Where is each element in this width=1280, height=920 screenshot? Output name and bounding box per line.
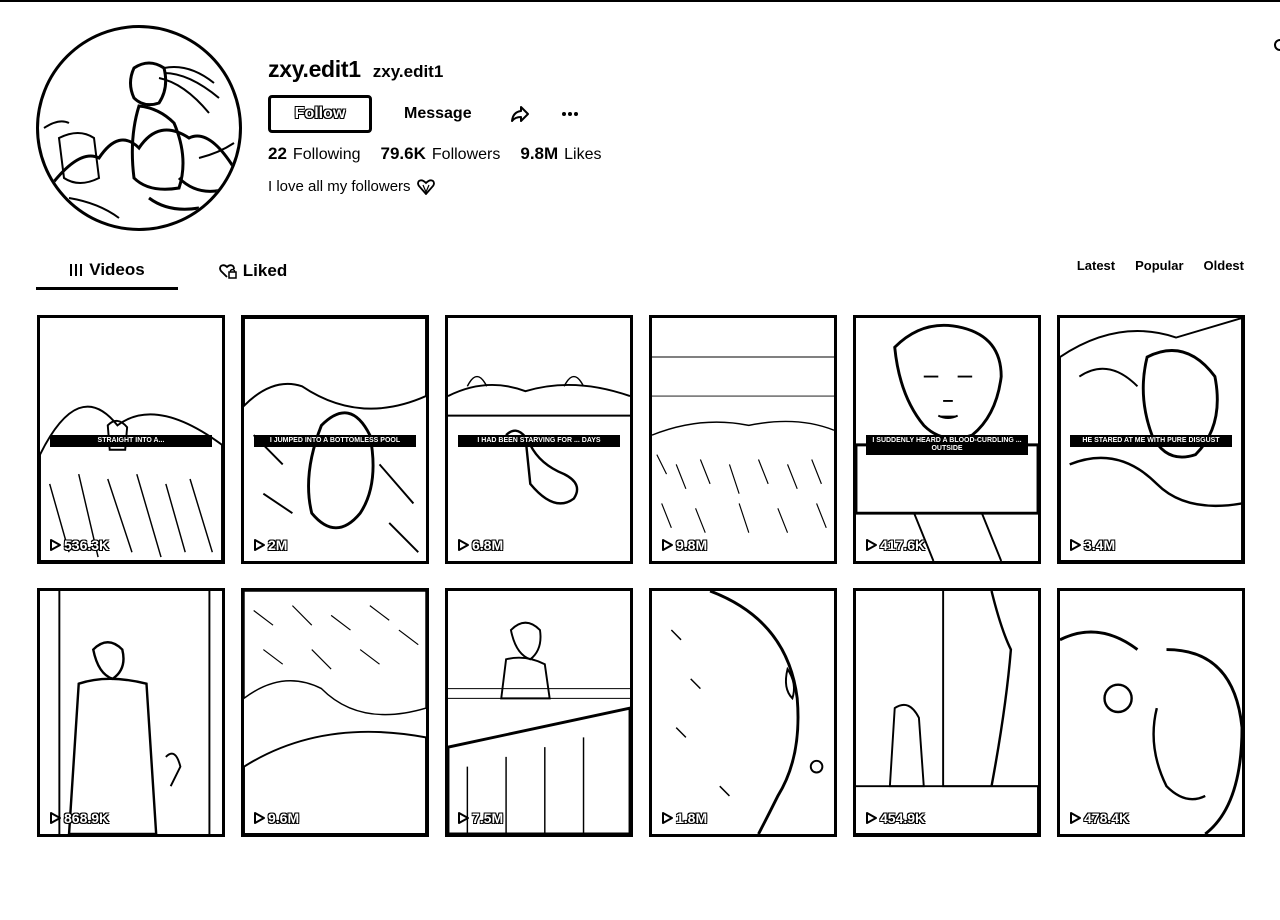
video-card[interactable]: I JUMPED INTO A BOTTOMLESS POOL 2M: [241, 315, 429, 564]
video-thumbnail: [244, 318, 426, 553]
profile-bio: I love all my followers: [268, 178, 435, 195]
play-icon: [1070, 539, 1081, 551]
video-caption: HE STARED AT ME WITH PURE DISGUST: [1070, 434, 1232, 448]
video-thumbnail: [448, 621, 630, 834]
more-icon: [561, 112, 578, 116]
following-count: 22: [268, 144, 287, 163]
sort-popular[interactable]: Popular: [1135, 258, 1184, 273]
video-view-count: 454.9K: [880, 810, 926, 826]
play-icon: [50, 539, 61, 551]
video-grid: STRAIGHT INTO A... 536.3K I JUMPED INTO A …: [37, 315, 1247, 837]
video-views: 417.6K: [864, 537, 925, 553]
tab-videos-label: Videos: [89, 259, 145, 279]
video-view-count: 2M: [268, 537, 288, 553]
followers-count: 79.6K: [380, 144, 426, 163]
video-views: 9.6M: [252, 810, 299, 826]
video-thumbnail: [448, 375, 630, 505]
video-views: 1.8M: [660, 810, 707, 826]
play-icon: [866, 812, 877, 824]
video-caption: I SUDDENLY HEARD A BLOOD-CURDLING ... OU…: [866, 434, 1028, 456]
following-label: Following: [292, 146, 361, 163]
following-stat[interactable]: 22 Following: [268, 144, 361, 164]
video-view-count: 6.8M: [472, 537, 504, 553]
play-icon: [254, 539, 265, 551]
follow-button[interactable]: Follow: [268, 95, 372, 133]
video-views: 536.3K: [48, 537, 109, 553]
video-card[interactable]: STRAIGHT INTO A... 536.3K: [37, 315, 225, 564]
play-icon: [50, 812, 61, 824]
video-caption: I HAD BEEN STARVING FOR ... DAYS: [458, 434, 620, 448]
video-view-count: 9.8M: [676, 537, 708, 553]
video-views: 868.9K: [48, 810, 109, 826]
video-caption: I JUMPED INTO A BOTTOMLESS POOL: [254, 434, 416, 448]
video-card[interactable]: I SUDDENLY HEARD A BLOOD-CURDLING ... OU…: [853, 315, 1041, 564]
video-view-count: 9.6M: [268, 810, 300, 826]
heart-lock-icon: [218, 264, 237, 279]
video-views: 7.5M: [456, 810, 503, 826]
profile-username: zxy.edit1: [268, 56, 361, 82]
tab-videos[interactable]: Videos: [36, 252, 178, 290]
sort-options: Latest Popular Oldest: [1077, 258, 1244, 273]
video-view-count: 536.3K: [64, 537, 110, 553]
sort-oldest[interactable]: Oldest: [1203, 258, 1244, 273]
likes-stat: 9.8M Likes: [520, 144, 601, 164]
tab-liked-label: Liked: [242, 261, 288, 280]
video-view-count: 417.6K: [880, 537, 926, 553]
video-thumbnail: [58, 591, 211, 834]
message-button[interactable]: Message: [392, 95, 484, 133]
grid-icon: [70, 263, 83, 276]
avatar: [36, 25, 242, 231]
video-thumbnail: [670, 591, 824, 834]
video-view-count: 1.8M: [676, 810, 708, 826]
video-thumbnail: [652, 356, 834, 533]
video-card[interactable]: 9.6M: [241, 588, 429, 837]
video-view-count: 868.9K: [64, 810, 110, 826]
likes-label: Likes: [564, 146, 602, 163]
video-card[interactable]: I HAD BEEN STARVING FOR ... DAYS 6.8M: [445, 315, 633, 564]
play-icon: [254, 812, 265, 824]
video-caption: STRAIGHT INTO A...: [50, 434, 212, 448]
share-icon: [510, 106, 529, 122]
video-views: 2M: [252, 537, 287, 553]
tab-liked[interactable]: Liked: [182, 252, 324, 290]
bio-text: I love all my followers: [268, 178, 411, 195]
video-card[interactable]: 7.5M: [445, 588, 633, 837]
play-icon: [866, 539, 877, 551]
video-views: 454.9K: [864, 810, 925, 826]
play-icon: [662, 539, 673, 551]
sort-latest[interactable]: Latest: [1076, 258, 1116, 273]
video-card[interactable]: 1.8M: [649, 588, 837, 837]
video-card[interactable]: 454.9K: [853, 588, 1041, 837]
play-icon: [458, 539, 469, 551]
video-view-count: 478.4K: [1084, 810, 1130, 826]
play-icon: [662, 812, 673, 824]
video-views: 3.4M: [1068, 537, 1115, 553]
more-button[interactable]: [552, 95, 588, 133]
top-border: [0, 0, 1280, 2]
video-views: 6.8M: [456, 537, 503, 553]
video-thumbnail: [856, 591, 1038, 834]
video-thumbnail: [244, 591, 426, 834]
likes-count: 9.8M: [520, 144, 559, 163]
video-thumbnail: [1060, 318, 1242, 561]
video-card[interactable]: 9.8M: [649, 315, 837, 564]
video-view-count: 7.5M: [472, 810, 504, 826]
share-button[interactable]: [502, 95, 538, 133]
video-view-count: 3.4M: [1084, 537, 1116, 553]
video-card[interactable]: 478.4K: [1057, 588, 1245, 837]
play-icon: [1070, 812, 1081, 824]
video-card[interactable]: HE STARED AT ME WITH PURE DISGUST 3.4M: [1057, 315, 1245, 564]
play-icon: [458, 812, 469, 824]
profile-nickname: zxy.edit1: [372, 62, 444, 81]
video-views: 9.8M: [660, 537, 707, 553]
avatar-image: [43, 61, 236, 219]
heart-icon: [416, 178, 435, 195]
settings-icon[interactable]: [1274, 39, 1280, 51]
video-views: 478.4K: [1068, 810, 1129, 826]
followers-label: Followers: [431, 146, 501, 163]
video-thumbnail: [1060, 630, 1242, 834]
video-card[interactable]: 868.9K: [37, 588, 225, 837]
followers-stat[interactable]: 79.6K Followers: [381, 144, 501, 164]
